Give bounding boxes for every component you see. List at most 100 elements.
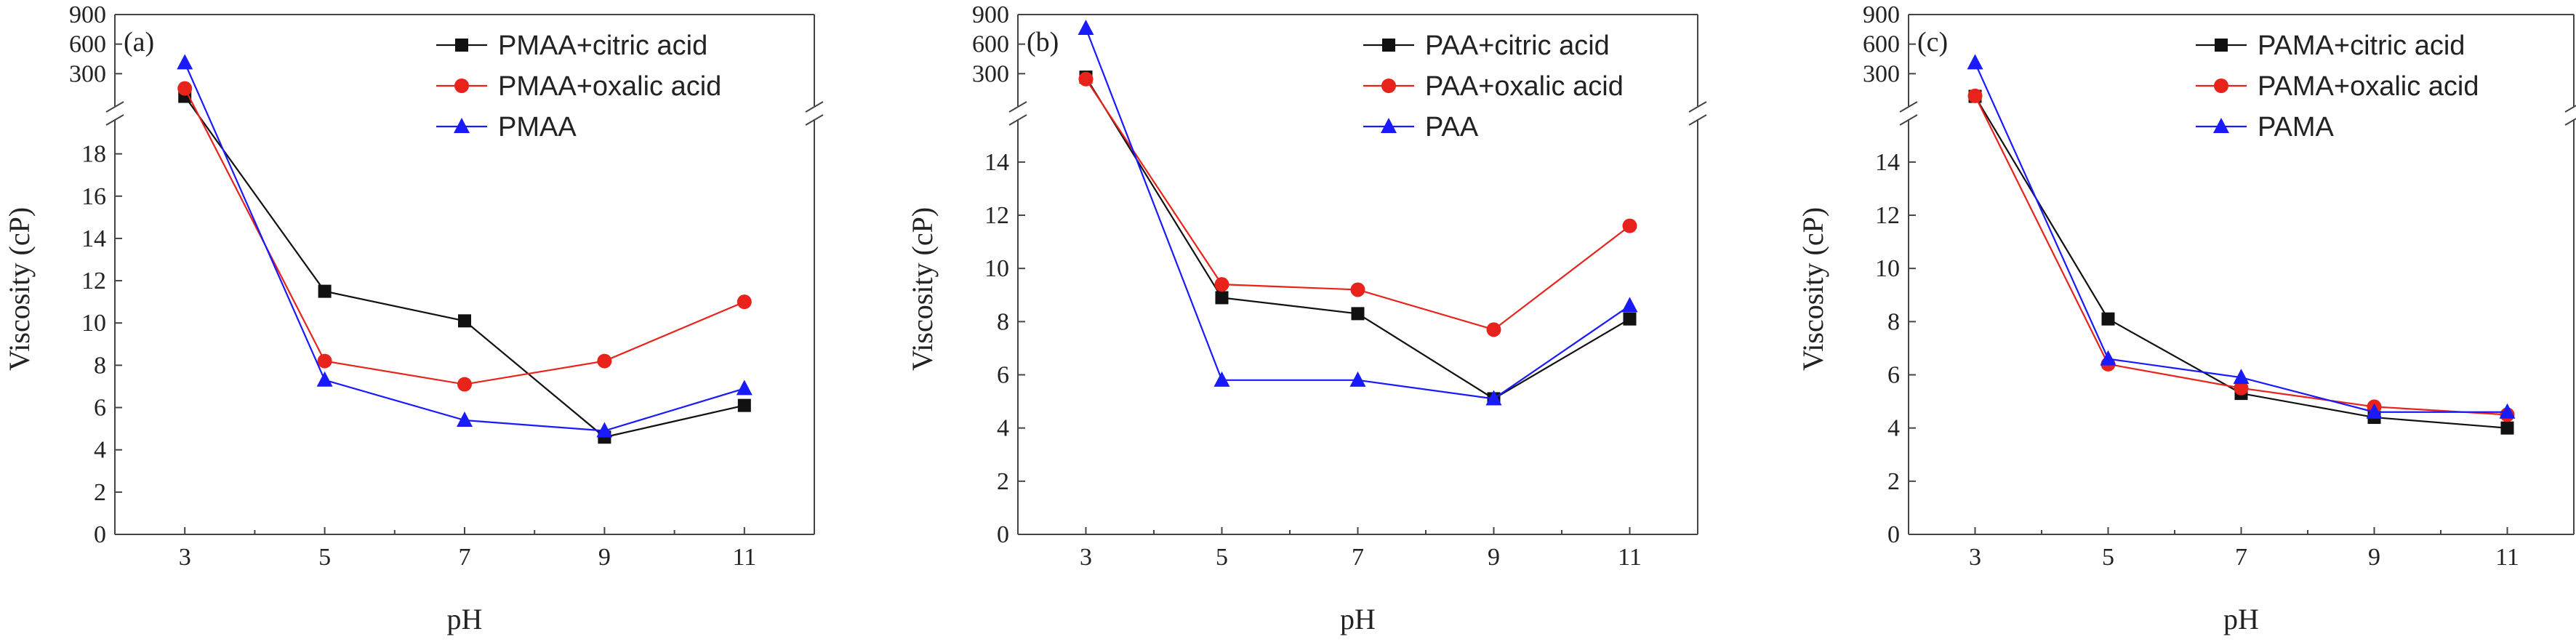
axis-break-mark [1008, 101, 1027, 113]
data-point [2234, 380, 2249, 396]
data-point [737, 294, 752, 310]
data-point [2366, 403, 2383, 419]
y-tick-label: 2 [1887, 468, 1900, 495]
y-axis-title: Viscosity (cP) [906, 207, 939, 371]
y-tick-label: 2 [94, 479, 106, 506]
legend-marker [2213, 118, 2229, 133]
axis-break-mark [2564, 105, 2576, 113]
y-tick-label: 4 [997, 415, 1009, 442]
legend-marker [2215, 39, 2228, 52]
y-tick-label: 900 [69, 1, 106, 28]
x-tick-label: 7 [459, 544, 471, 571]
legend-marker [1381, 118, 1397, 133]
y-tick-label: 300 [1863, 60, 1900, 87]
y-tick-label: 900 [972, 1, 1009, 28]
y-tick-label: 18 [81, 141, 106, 168]
data-point [457, 411, 473, 427]
data-point [1078, 71, 1094, 87]
legend: PAMA+citric acid PAMA+oxalic acid PAMA [2196, 31, 2479, 143]
axis-break-mark [1688, 114, 1707, 126]
y-tick-label: 600 [972, 31, 1009, 58]
series-3 [177, 54, 753, 438]
data-point [1078, 19, 1094, 35]
axis-break-mark [1008, 114, 1027, 126]
y-tick-label: 14 [984, 149, 1009, 176]
data-point [1349, 371, 1366, 387]
legend-label: PMAA [498, 112, 577, 143]
x-tick-label: 3 [1969, 544, 1981, 571]
legend-label: PAMA+citric acid [2258, 31, 2465, 61]
data-point [318, 284, 332, 298]
data-point [1967, 54, 1983, 70]
legend-marker [1382, 39, 1395, 52]
x-tick-label: 5 [1216, 544, 1228, 571]
y-tick-label: 8 [94, 352, 106, 379]
data-point [1214, 277, 1229, 292]
x-tick-label: 9 [2368, 544, 2380, 571]
data-point [1215, 291, 1229, 305]
y-tick-label: 16 [81, 183, 106, 210]
data-point [1351, 307, 1365, 321]
x-axis-title: pH [2223, 603, 2259, 635]
x-tick-label: 3 [179, 544, 191, 571]
data-point [2500, 421, 2514, 435]
axis-break-mark [105, 114, 124, 126]
y-tick-label: 300 [972, 60, 1009, 87]
x-tick-label: 5 [318, 544, 331, 571]
y-tick-label: 4 [94, 437, 106, 464]
data-point [457, 377, 472, 392]
x-tick-label: 7 [2235, 544, 2247, 571]
legend-label: PAA+oxalic acid [1425, 71, 1624, 102]
y-tick-label: 0 [94, 521, 106, 548]
y-tick-label: 14 [81, 225, 106, 252]
legend: PAA+citric acid PAA+oxalic acid PAA [1363, 31, 1624, 143]
y-tick-label: 10 [1875, 255, 1900, 282]
data-point [2100, 350, 2116, 366]
data-point [1213, 371, 1230, 387]
data-point [596, 422, 613, 438]
data-point [1623, 312, 1637, 326]
y-tick-label: 6 [94, 395, 106, 422]
legend-marker [454, 79, 469, 93]
legend-label: PAA+citric acid [1425, 31, 1610, 61]
y-tick-label: 300 [69, 60, 106, 87]
data-point [177, 81, 193, 96]
y-tick-label: 2 [997, 468, 1009, 495]
y-tick-label: 0 [1887, 521, 1900, 548]
legend-label: PMAA+oxalic acid [498, 71, 721, 102]
series-2 [177, 81, 752, 392]
x-tick-label: 11 [732, 544, 756, 571]
y-tick-label: 600 [1863, 31, 1900, 58]
legend-marker [454, 118, 470, 133]
data-point [2499, 403, 2516, 419]
axis-break-mark [1899, 114, 1918, 126]
series-line [1974, 62, 2508, 413]
data-point [458, 314, 471, 328]
y-tick-label: 0 [997, 521, 1009, 548]
data-point [2101, 312, 2115, 326]
x-tick-label: 3 [1080, 544, 1092, 571]
legend-label: PAMA+oxalic acid [2258, 71, 2479, 102]
x-axis-title: pH [1340, 603, 1376, 635]
data-point [1622, 218, 1637, 233]
legend-marker [455, 39, 468, 52]
series-3 [1078, 19, 1638, 406]
y-tick-label: 12 [984, 202, 1009, 229]
x-tick-label: 9 [598, 544, 611, 571]
axis-break-mark [805, 114, 824, 126]
legend-label: PAA [1425, 112, 1479, 143]
y-tick-label: 14 [1875, 149, 1900, 176]
axis-break-mark [1899, 101, 1918, 113]
axis-break-mark [2564, 118, 2576, 126]
series-2 [1078, 71, 1637, 337]
legend: PMAA+citric acid PMAA+oxalic acid PMAA [436, 31, 721, 143]
y-tick-label: 6 [997, 362, 1009, 389]
axis-break-mark [105, 101, 124, 113]
legend-label: PMAA+citric acid [498, 31, 707, 61]
y-tick-label: 12 [81, 268, 106, 294]
legend-label: PAMA [2258, 112, 2335, 143]
